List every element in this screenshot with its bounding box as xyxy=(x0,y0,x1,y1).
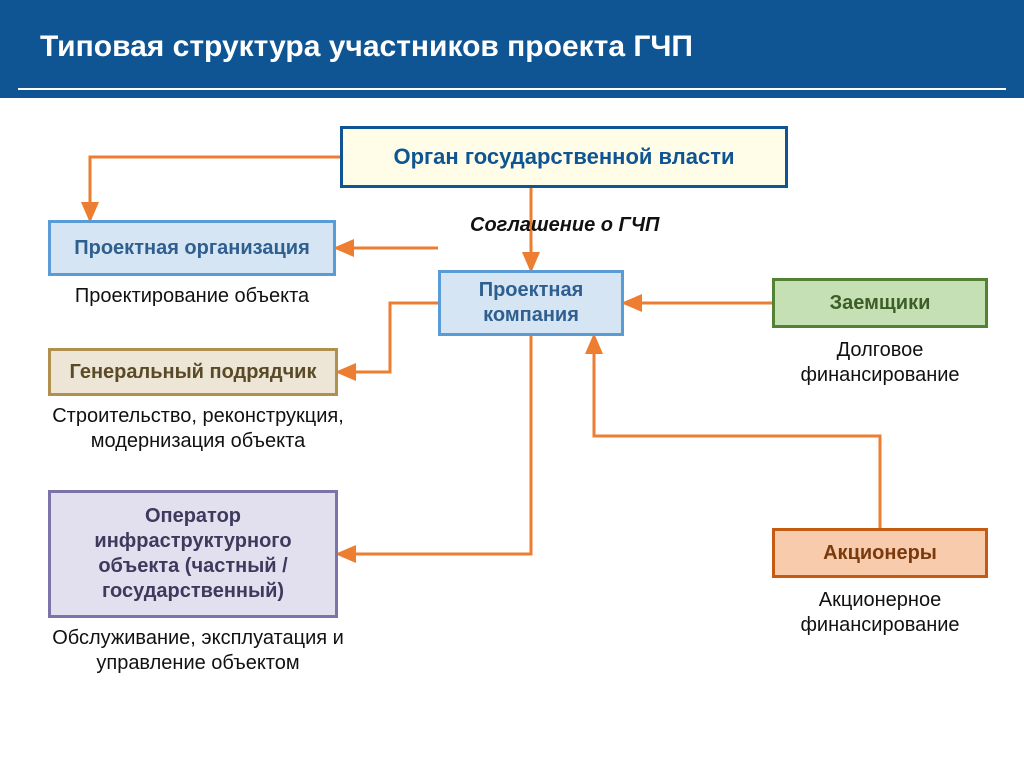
caption-4: Акционерное финансирование xyxy=(760,588,1000,638)
node-proj_company: Проектная компания xyxy=(438,270,624,336)
edge xyxy=(90,157,340,220)
caption-1: Строительство, реконструкция, модернизац… xyxy=(38,404,358,454)
node-contractor: Генеральный подрядчик xyxy=(48,348,338,396)
node-label: Проектная компания xyxy=(451,278,611,328)
edge xyxy=(338,303,438,372)
node-label: Оператор инфраструктурного объекта (част… xyxy=(61,504,325,604)
header-divider xyxy=(18,88,1006,90)
node-label: Заемщики xyxy=(830,291,931,316)
edge-label-0: Соглашение о ГЧП xyxy=(470,214,659,237)
node-borrowers: Заемщики xyxy=(772,278,988,328)
slide-title: Типовая структура участников проекта ГЧП xyxy=(0,0,1024,64)
node-label: Генеральный подрядчик xyxy=(70,360,317,385)
node-label: Проектная организация xyxy=(74,236,310,261)
caption-0: Проектирование объекта xyxy=(50,284,334,309)
node-label: Акционеры xyxy=(823,541,937,566)
node-proj_org: Проектная организация xyxy=(48,220,336,276)
node-label: Орган государственной власти xyxy=(393,143,734,171)
slide-header: Типовая структура участников проекта ГЧП xyxy=(0,0,1024,98)
edge xyxy=(338,336,531,554)
caption-2: Обслуживание, эксплуатация и управление … xyxy=(38,626,358,676)
node-operator: Оператор инфраструктурного объекта (част… xyxy=(48,490,338,618)
node-shareholders: Акционеры xyxy=(772,528,988,578)
caption-3: Долговое финансирование xyxy=(760,338,1000,388)
node-gov: Орган государственной власти xyxy=(340,126,788,188)
diagram-canvas: Орган государственной власти Проектная ор… xyxy=(0,98,1024,768)
